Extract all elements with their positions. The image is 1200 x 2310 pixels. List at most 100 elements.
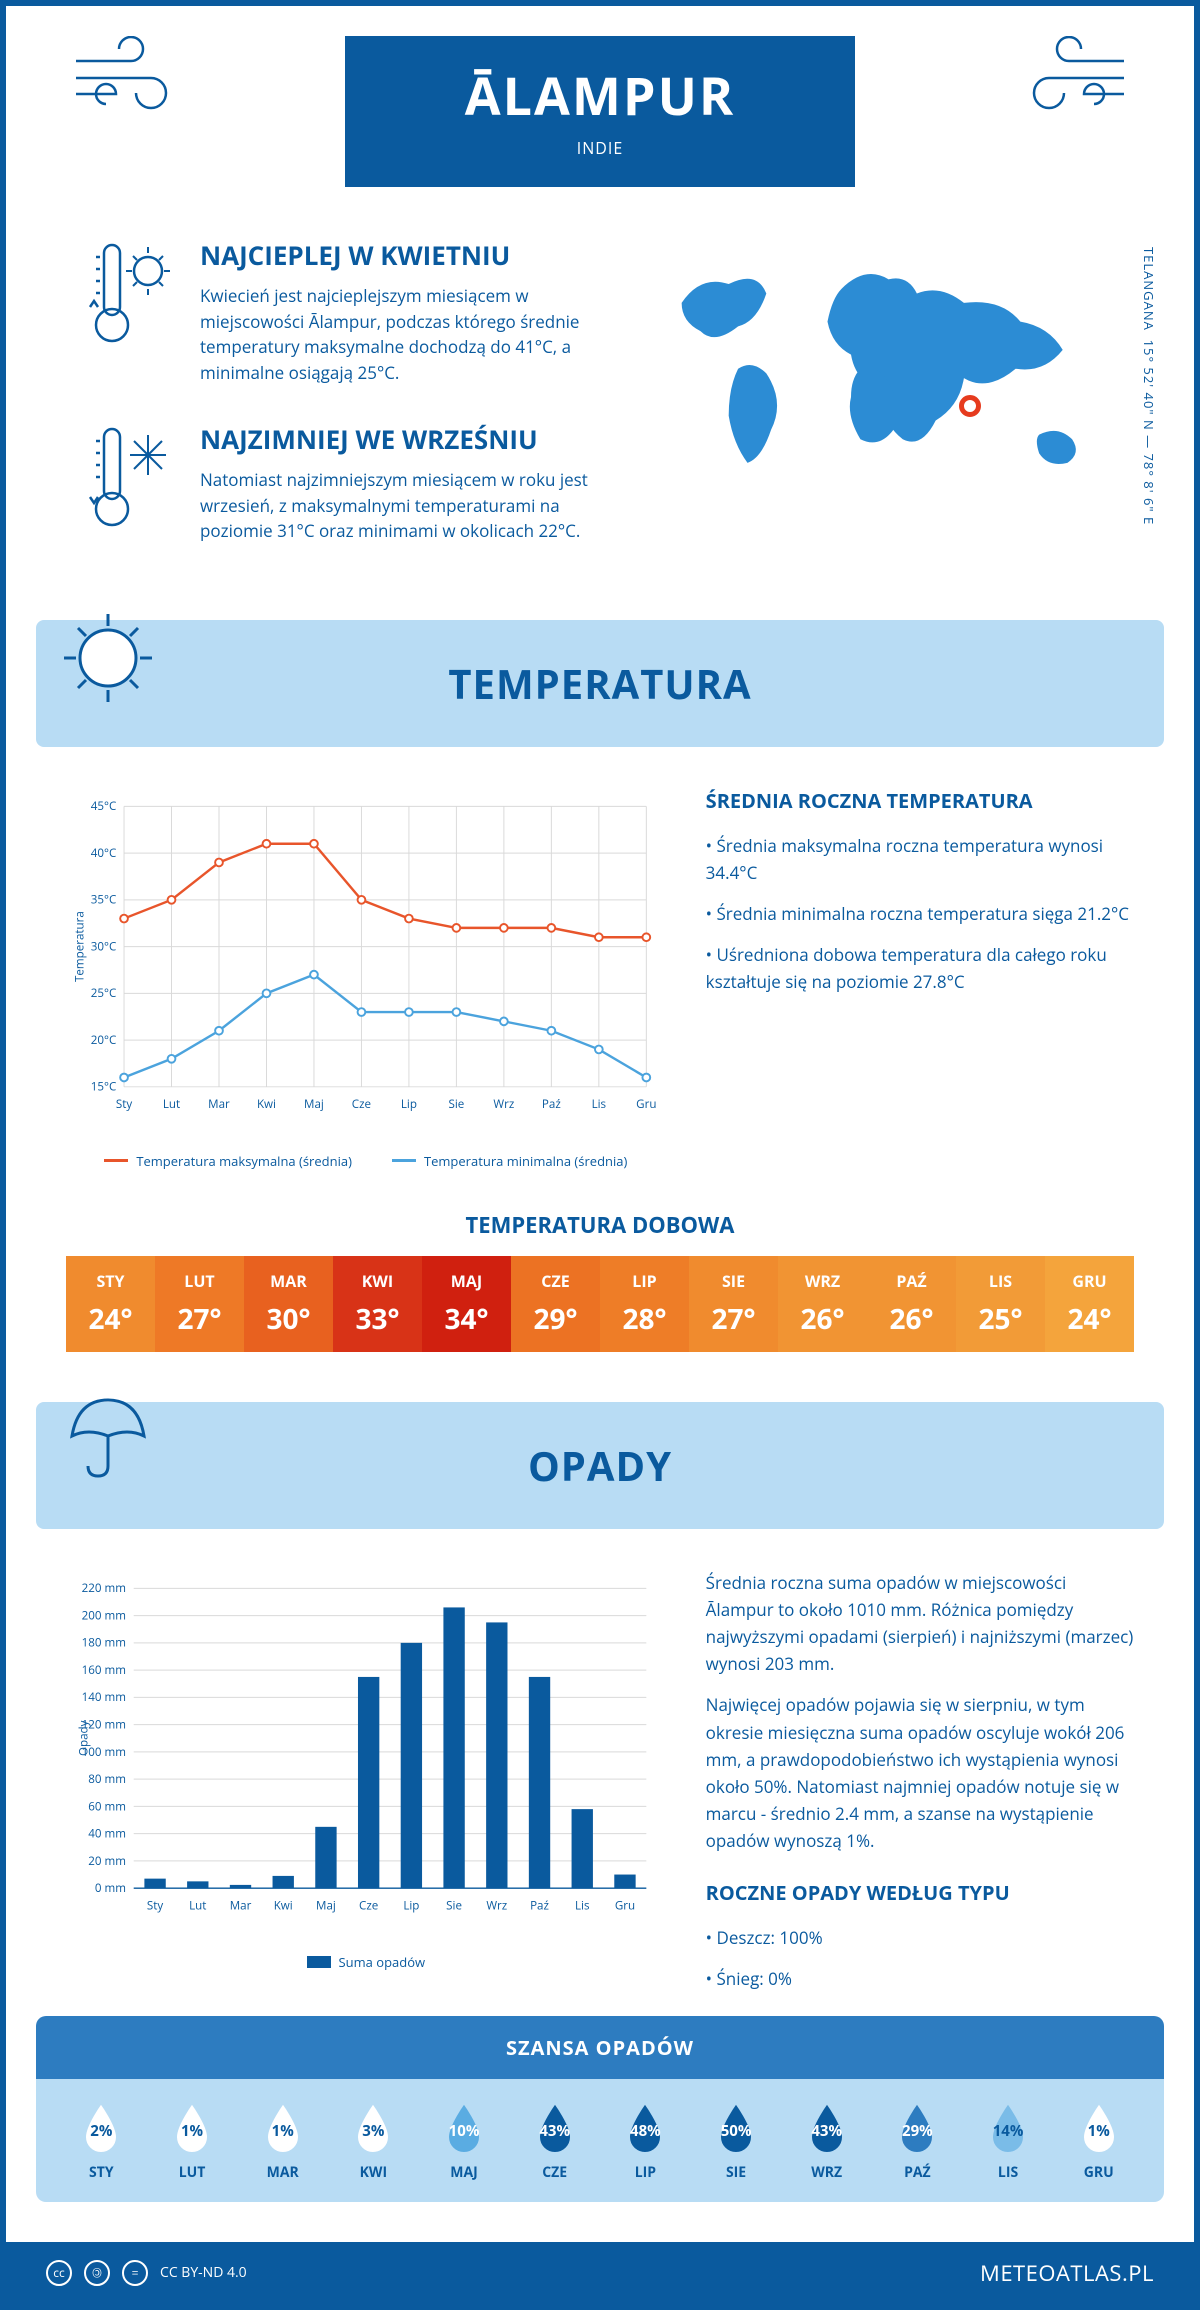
- chance-drop: 50%SIE: [691, 2099, 782, 2182]
- cc-icon: cc: [46, 2260, 72, 2286]
- heat-cell: SIE27°: [689, 1256, 778, 1352]
- svg-text:Lut: Lut: [189, 1898, 206, 1913]
- temp-bullets: Średnia maksymalna roczna temperatura wy…: [706, 832, 1134, 996]
- license-text: CC BY-ND 4.0: [160, 2263, 247, 2282]
- svg-text:Lip: Lip: [401, 1097, 417, 1112]
- daily-temp-title: TEMPERATURA DOBOWA: [6, 1210, 1194, 1240]
- chance-drop: 48%LIP: [600, 2099, 691, 2182]
- svg-text:15°C: 15°C: [91, 1079, 117, 1094]
- chance-drop: 29%PAŹ: [872, 2099, 963, 2182]
- svg-text:Cze: Cze: [359, 1898, 378, 1913]
- coldest-title: NAJZIMNIEJ WE WRZEŚNIU: [200, 421, 604, 457]
- daily-temp-table: STY24°LUT27°MAR30°KWI33°MAJ34°CZE29°LIP2…: [66, 1256, 1134, 1352]
- svg-text:20°C: 20°C: [91, 1032, 117, 1047]
- svg-text:35°C: 35°C: [91, 892, 117, 907]
- precip-para2: Najwięcej opadów pojawia się w sierpniu,…: [706, 1691, 1134, 1854]
- chance-drop: 1%MAR: [237, 2099, 328, 2182]
- sun-icon: [58, 608, 158, 708]
- world-map: TELANGANA 15° 52' 40" N — 78° 8' 6" E: [644, 237, 1114, 580]
- location-marker-icon: [959, 395, 981, 417]
- infographic-container: ĀLAMPUR INDIE NAJCIEPLEJ W KWIETNIU Kwie…: [0, 0, 1200, 2310]
- page-subtitle: INDIE: [465, 137, 735, 159]
- svg-text:20 mm: 20 mm: [88, 1853, 126, 1868]
- svg-text:60 mm: 60 mm: [88, 1799, 126, 1814]
- intro-text-column: NAJCIEPLEJ W KWIETNIU Kwiecień jest najc…: [86, 237, 604, 580]
- svg-text:Paź: Paź: [530, 1898, 549, 1913]
- svg-text:30°C: 30°C: [91, 939, 117, 954]
- temperature-chart: 15°C20°C25°C30°C35°C40°C45°CStyLutMarKwi…: [66, 787, 666, 1170]
- svg-text:Maj: Maj: [304, 1097, 324, 1112]
- coldest-block: NAJZIMNIEJ WE WRZEŚNIU Natomiast najzimn…: [86, 421, 604, 544]
- footer-site: METEOATLAS.PL: [980, 2258, 1154, 2288]
- hottest-text: NAJCIEPLEJ W KWIETNIU Kwiecień jest najc…: [200, 237, 604, 385]
- temperature-legend: Temperatura maksymalna (średnia) Tempera…: [66, 1152, 666, 1170]
- heat-cell: PAŹ26°: [867, 1256, 956, 1352]
- heat-cell: GRU24°: [1045, 1256, 1134, 1352]
- footer-license: cc 🄯 = CC BY-ND 4.0: [46, 2260, 247, 2286]
- svg-text:Lis: Lis: [575, 1898, 590, 1913]
- svg-text:Wrz: Wrz: [486, 1898, 507, 1913]
- svg-text:Lip: Lip: [403, 1898, 419, 1913]
- chance-drop: 1%GRU: [1053, 2099, 1144, 2182]
- chance-drop: 2%STY: [56, 2099, 147, 2182]
- heat-cell: CZE29°: [511, 1256, 600, 1352]
- temp-stats-title: ŚREDNIA ROCZNA TEMPERATURA: [706, 787, 1134, 814]
- svg-text:200 mm: 200 mm: [82, 1608, 126, 1623]
- precip-text: Średnia roczna suma opadów w miejscowośc…: [706, 1569, 1134, 2006]
- temperature-content: 15°C20°C25°C30°C35°C40°C45°CStyLutMarKwi…: [6, 747, 1194, 1200]
- svg-text:45°C: 45°C: [91, 799, 117, 814]
- temperature-heading: TEMPERATURA: [36, 620, 1164, 747]
- chance-drops-row: 2%STY1%LUT1%MAR3%KWI10%MAJ43%CZE48%LIP50…: [36, 2079, 1164, 2202]
- svg-text:Kwi: Kwi: [274, 1898, 293, 1913]
- chance-drop: 10%MAJ: [419, 2099, 510, 2182]
- svg-text:160 mm: 160 mm: [82, 1663, 126, 1678]
- chance-drop: 14%LIS: [963, 2099, 1054, 2182]
- header-banner: ĀLAMPUR INDIE: [6, 6, 1194, 207]
- svg-text:40 mm: 40 mm: [88, 1826, 126, 1841]
- precip-heading: OPADY: [36, 1402, 1164, 1529]
- precip-type-bullets: Deszcz: 100%Śnieg: 0%: [706, 1924, 1134, 1992]
- heat-cell: LIS25°: [956, 1256, 1045, 1352]
- precip-title: OPADY: [36, 1438, 1164, 1493]
- svg-text:Gru: Gru: [615, 1898, 635, 1913]
- coordinates-label: TELANGANA 15° 52' 40" N — 78° 8' 6" E: [1140, 247, 1158, 525]
- svg-text:25°C: 25°C: [91, 986, 117, 1001]
- heat-cell: LIP28°: [600, 1256, 689, 1352]
- svg-text:Kwi: Kwi: [257, 1097, 276, 1112]
- nd-icon: =: [122, 2260, 148, 2286]
- coldest-text: NAJZIMNIEJ WE WRZEŚNIU Natomiast najzimn…: [200, 421, 604, 544]
- hottest-block: NAJCIEPLEJ W KWIETNIU Kwiecień jest najc…: [86, 237, 604, 385]
- svg-text:Paź: Paź: [542, 1097, 561, 1112]
- svg-text:Opady: Opady: [76, 1720, 91, 1756]
- chance-drop: 43%CZE: [509, 2099, 600, 2182]
- temperature-stats: ŚREDNIA ROCZNA TEMPERATURA Średnia maksy…: [706, 787, 1134, 1170]
- title-block: ĀLAMPUR INDIE: [345, 36, 855, 187]
- svg-text:Sty: Sty: [147, 1898, 163, 1913]
- umbrella-icon: [58, 1384, 158, 1484]
- svg-text:Cze: Cze: [352, 1097, 371, 1112]
- svg-text:Sie: Sie: [449, 1097, 465, 1112]
- temperature-title: TEMPERATURA: [36, 656, 1164, 711]
- svg-text:Wrz: Wrz: [493, 1097, 514, 1112]
- svg-text:Sie: Sie: [446, 1898, 462, 1913]
- heat-cell: KWI33°: [333, 1256, 422, 1352]
- intro-row: NAJCIEPLEJ W KWIETNIU Kwiecień jest najc…: [6, 207, 1194, 620]
- hottest-title: NAJCIEPLEJ W KWIETNIU: [200, 237, 604, 273]
- page-title: ĀLAMPUR: [465, 60, 735, 131]
- footer: cc 🄯 = CC BY-ND 4.0 METEOATLAS.PL: [6, 2242, 1194, 2304]
- precip-type-title: ROCZNE OPADY WEDŁUG TYPU: [706, 1879, 1134, 1906]
- svg-text:220 mm: 220 mm: [82, 1581, 126, 1596]
- svg-text:Lis: Lis: [592, 1097, 607, 1112]
- svg-text:40°C: 40°C: [91, 845, 117, 860]
- thermometer-sun-icon: [86, 237, 176, 385]
- heat-cell: MAR30°: [244, 1256, 333, 1352]
- by-icon: 🄯: [84, 2260, 110, 2286]
- heat-cell: STY24°: [66, 1256, 155, 1352]
- svg-text:180 mm: 180 mm: [82, 1635, 126, 1650]
- svg-text:0 mm: 0 mm: [95, 1881, 126, 1896]
- chance-heading: SZANSA OPADÓW: [36, 2016, 1164, 2079]
- precip-para1: Średnia roczna suma opadów w miejscowośc…: [706, 1569, 1134, 1678]
- chance-drop: 1%LUT: [147, 2099, 238, 2182]
- svg-text:Lut: Lut: [163, 1097, 180, 1112]
- heat-cell: LUT27°: [155, 1256, 244, 1352]
